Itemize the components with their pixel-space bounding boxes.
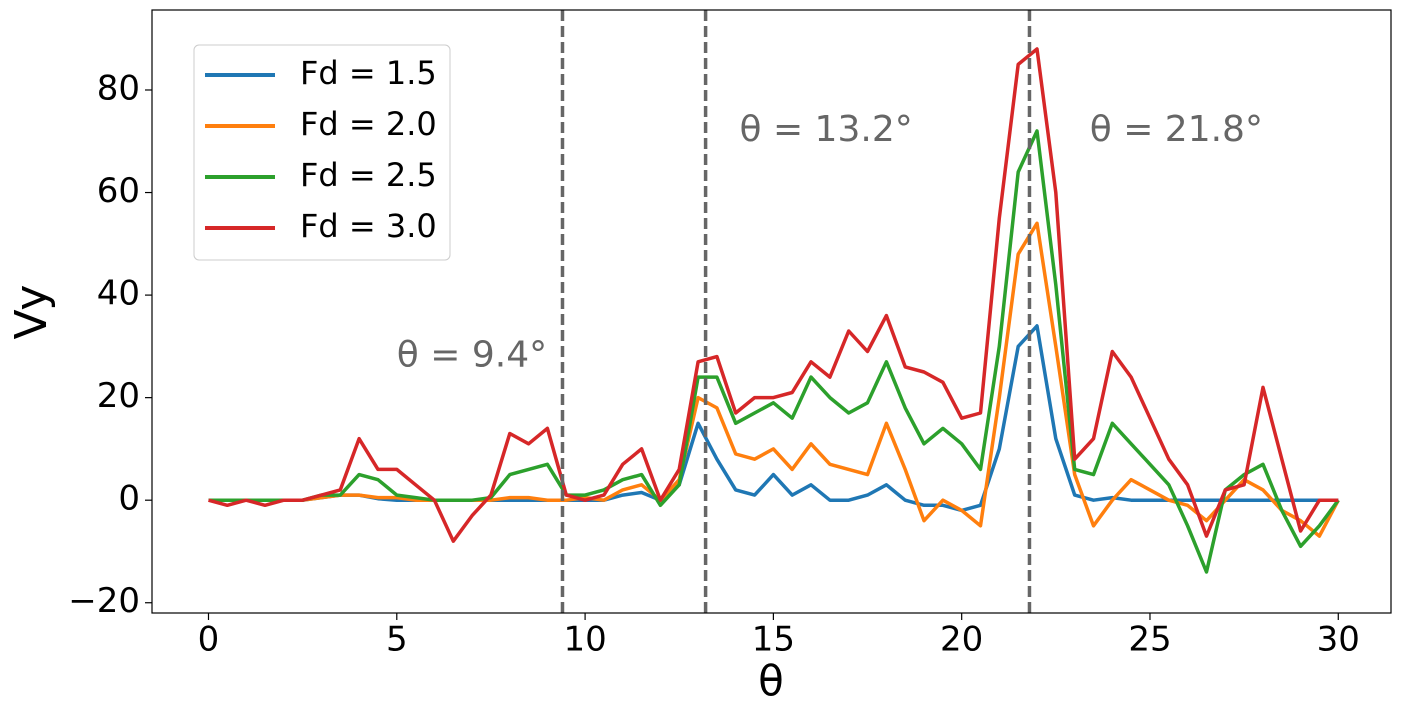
legend-label: Fd = 3.0 — [300, 207, 437, 245]
legend: Fd = 1.5 Fd = 2.0 Fd = 2.5 Fd = 3.0 — [193, 44, 451, 261]
legend-label: Fd = 1.5 — [300, 54, 437, 92]
data-line — [208, 324, 1339, 513]
y-axis-label: Vy — [6, 285, 57, 340]
legend-label: Fd = 2.5 — [300, 156, 437, 194]
x-tick-label: 0 — [198, 620, 220, 660]
y-tick-label: 40 — [97, 274, 140, 314]
data-line — [208, 47, 1339, 543]
x-axis-label: θ — [758, 657, 784, 706]
plot-frame — [151, 9, 1392, 614]
x-tick-label: 30 — [1317, 620, 1360, 660]
y-tick-label: 60 — [97, 171, 140, 211]
data-line — [208, 129, 1340, 574]
x-tick-label: 25 — [1128, 620, 1171, 660]
y-tick-label: 80 — [97, 68, 140, 108]
x-tick-label: 20 — [940, 620, 983, 660]
data-line — [208, 221, 1340, 538]
legend-label: Fd = 2.0 — [300, 105, 437, 143]
x-tick-label: 10 — [563, 620, 606, 660]
legend-box — [193, 44, 451, 261]
y-tick-label: 0 — [118, 479, 140, 519]
annotation: θ = 13.2° — [739, 109, 912, 150]
x-tick-label: 5 — [386, 620, 408, 660]
y-tick-label: −20 — [68, 581, 140, 621]
y-tick-label: 20 — [97, 376, 140, 416]
annotation: θ = 21.8° — [1090, 109, 1263, 150]
x-tick-label: 15 — [752, 620, 795, 660]
annotation: θ = 9.4° — [397, 335, 547, 376]
